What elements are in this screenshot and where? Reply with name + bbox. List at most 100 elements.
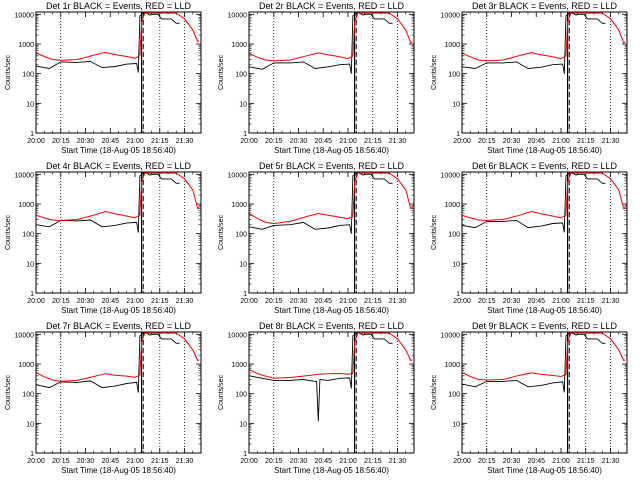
y-tick-label: 1000 [18, 202, 34, 209]
x-axis-label: Start Time (18-Aug-05 18:56:40) [61, 146, 176, 155]
y-tick-label: 1 [456, 291, 460, 298]
x-tick-label: 21:30 [176, 298, 194, 305]
x-tick-label: 21:00 [126, 458, 144, 465]
y-axis-label: Counts/sec [218, 374, 225, 410]
plot-frame [35, 171, 202, 294]
y-tick-label: 1000 [231, 202, 247, 209]
x-tick-label: 20:45 [314, 298, 332, 305]
y-tick-label: 1000 [231, 362, 247, 369]
y-tick-label: 10000 [15, 172, 35, 179]
panel-2: Det 2r BLACK = Events, RED = LLD Counts/s… [218, 1, 415, 155]
events-series-line [249, 332, 393, 422]
x-tick-label: 21:15 [577, 298, 595, 305]
panel-1: Det 1r BLACK = Events, RED = LLD Counts/s… [5, 1, 202, 155]
y-tick-label: 100 [448, 392, 460, 399]
x-tick-label: 20:15 [478, 138, 496, 145]
y-tick-label: 1000 [231, 42, 247, 49]
panel-title: Det 6r BLACK = Events, RED = LLD [472, 161, 618, 171]
y-tick-label: 10 [239, 261, 247, 268]
lld-series-line [36, 332, 200, 382]
x-tick-label: 20:00 [27, 298, 45, 305]
y-tick-label: 100 [22, 232, 34, 239]
y-tick-label: 10 [452, 261, 460, 268]
x-tick-label: 21:30 [389, 298, 407, 305]
y-tick-label: 1 [243, 451, 247, 458]
x-tick-label: 20:30 [290, 138, 308, 145]
y-tick-label: 10 [452, 421, 460, 428]
y-tick-label: 1 [456, 131, 460, 138]
x-tick-label: 20:45 [314, 458, 332, 465]
x-tick-label: 21:15 [364, 138, 382, 145]
x-tick-label: 20:00 [240, 458, 258, 465]
x-tick-label: 20:30 [77, 458, 95, 465]
y-tick-label: 10000 [228, 172, 248, 179]
panel-title: Det 1r BLACK = Events, RED = LLD [46, 1, 192, 11]
x-tick-label: 21:00 [552, 458, 570, 465]
x-tick-label: 21:15 [577, 138, 595, 145]
x-tick-label: 20:00 [453, 298, 471, 305]
x-axis-label: Start Time (18-Aug-05 18:56:40) [274, 146, 389, 155]
y-tick-label: 1000 [444, 362, 460, 369]
y-tick-label: 100 [235, 72, 247, 79]
y-tick-label: 10 [26, 421, 34, 428]
y-tick-label: 10000 [441, 172, 461, 179]
panel-6: Det 6r BLACK = Events, RED = LLD Counts/s… [431, 161, 628, 315]
x-tick-label: 21:15 [364, 298, 382, 305]
x-axis-label: Start Time (18-Aug-05 18:56:40) [61, 466, 176, 475]
x-tick-label: 20:30 [77, 138, 95, 145]
panel-title: Det 5r BLACK = Events, RED = LLD [259, 161, 405, 171]
y-tick-label: 10 [26, 101, 34, 108]
x-tick-label: 20:15 [265, 138, 283, 145]
x-tick-label: 20:30 [503, 138, 521, 145]
x-tick-label: 20:15 [265, 458, 283, 465]
y-axis-label: Counts/sec [5, 214, 12, 250]
lld-series-line [36, 172, 200, 221]
x-tick-label: 21:00 [339, 138, 357, 145]
x-tick-label: 20:30 [503, 458, 521, 465]
lld-series-line [462, 172, 626, 221]
panel-title: Det 9r BLACK = Events, RED = LLD [472, 321, 618, 331]
y-tick-label: 1 [243, 291, 247, 298]
x-tick-label: 21:30 [602, 458, 620, 465]
x-tick-label: 21:30 [389, 138, 407, 145]
x-tick-label: 20:15 [52, 458, 70, 465]
x-tick-label: 21:30 [602, 298, 620, 305]
y-tick-label: 10 [26, 261, 34, 268]
y-tick-label: 1000 [18, 362, 34, 369]
y-tick-label: 10000 [441, 332, 461, 339]
plot-frame [35, 331, 202, 454]
y-tick-label: 1000 [444, 202, 460, 209]
x-tick-label: 20:30 [290, 298, 308, 305]
y-tick-label: 1000 [444, 42, 460, 49]
y-tick-label: 10 [239, 421, 247, 428]
plot-frame [461, 171, 628, 294]
y-tick-label: 1 [30, 291, 34, 298]
events-series-line [36, 12, 180, 73]
y-tick-label: 1 [30, 131, 34, 138]
x-tick-label: 20:15 [265, 298, 283, 305]
y-tick-label: 10000 [228, 332, 248, 339]
x-tick-label: 21:30 [176, 458, 194, 465]
x-tick-label: 20:30 [503, 298, 521, 305]
lld-series-line [249, 332, 413, 379]
events-series-line [36, 332, 180, 393]
events-series-line [462, 332, 606, 393]
x-tick-label: 20:15 [52, 298, 70, 305]
x-tick-label: 20:45 [527, 298, 545, 305]
x-tick-label: 20:15 [52, 138, 70, 145]
y-tick-label: 10 [239, 101, 247, 108]
y-tick-label: 1000 [18, 42, 34, 49]
x-tick-label: 20:00 [27, 458, 45, 465]
x-tick-label: 20:00 [240, 138, 258, 145]
panel-title: Det 8r BLACK = Events, RED = LLD [259, 321, 405, 331]
y-tick-label: 100 [448, 232, 460, 239]
y-axis-label: Counts/sec [431, 54, 438, 90]
x-tick-label: 21:15 [364, 458, 382, 465]
x-tick-label: 21:15 [151, 298, 169, 305]
x-tick-label: 20:00 [240, 298, 258, 305]
x-tick-label: 20:30 [290, 458, 308, 465]
lld-series-line [462, 332, 626, 381]
x-axis-label: Start Time (18-Aug-05 18:56:40) [274, 306, 389, 315]
x-tick-label: 21:30 [176, 138, 194, 145]
